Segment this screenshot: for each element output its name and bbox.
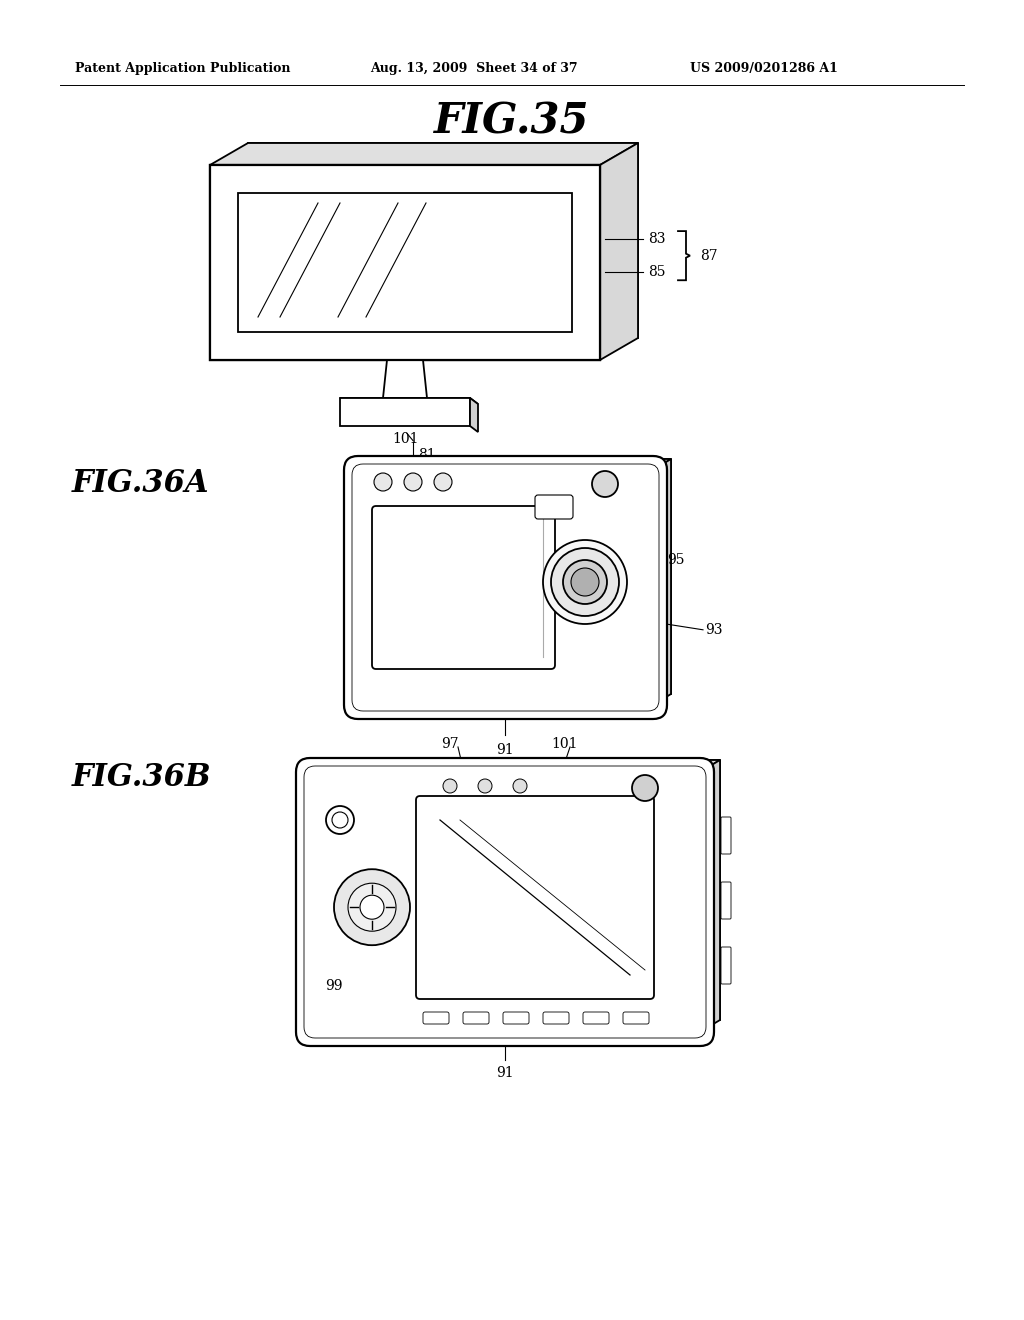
- FancyBboxPatch shape: [583, 1012, 609, 1024]
- Polygon shape: [210, 165, 600, 360]
- Polygon shape: [310, 760, 720, 772]
- Polygon shape: [653, 459, 671, 705]
- Circle shape: [592, 471, 618, 498]
- Text: 95: 95: [667, 553, 684, 568]
- FancyBboxPatch shape: [463, 1012, 489, 1024]
- Polygon shape: [470, 399, 478, 432]
- Polygon shape: [210, 165, 600, 193]
- Polygon shape: [700, 760, 720, 1032]
- Polygon shape: [376, 459, 671, 694]
- Text: FIG.35: FIG.35: [434, 100, 590, 143]
- FancyBboxPatch shape: [721, 817, 731, 854]
- FancyBboxPatch shape: [721, 882, 731, 919]
- Circle shape: [632, 775, 658, 801]
- Polygon shape: [238, 193, 572, 333]
- FancyBboxPatch shape: [535, 495, 573, 519]
- Text: Patent Application Publication: Patent Application Publication: [75, 62, 291, 75]
- FancyBboxPatch shape: [503, 1012, 529, 1024]
- Text: FIG.36A: FIG.36A: [72, 469, 210, 499]
- FancyBboxPatch shape: [416, 796, 654, 999]
- FancyBboxPatch shape: [623, 1012, 649, 1024]
- Polygon shape: [330, 760, 720, 1020]
- Circle shape: [563, 560, 607, 605]
- Text: 93: 93: [705, 623, 723, 636]
- Polygon shape: [600, 143, 638, 360]
- Circle shape: [434, 473, 452, 491]
- Text: US 2009/0201286 A1: US 2009/0201286 A1: [690, 62, 838, 75]
- Text: 81: 81: [418, 447, 435, 462]
- Polygon shape: [340, 399, 470, 426]
- Circle shape: [478, 779, 492, 793]
- Polygon shape: [210, 193, 238, 333]
- Circle shape: [374, 473, 392, 491]
- Text: 101: 101: [552, 737, 579, 751]
- Text: 85: 85: [648, 265, 666, 280]
- Circle shape: [334, 869, 410, 945]
- Polygon shape: [383, 360, 427, 399]
- Polygon shape: [340, 399, 478, 404]
- Polygon shape: [210, 143, 638, 165]
- Text: 101: 101: [393, 432, 419, 446]
- Text: 97: 97: [441, 737, 459, 751]
- FancyBboxPatch shape: [721, 946, 731, 983]
- Text: 91: 91: [497, 1067, 514, 1080]
- Polygon shape: [358, 459, 671, 470]
- Text: Aug. 13, 2009  Sheet 34 of 37: Aug. 13, 2009 Sheet 34 of 37: [370, 62, 578, 75]
- Text: 87: 87: [700, 248, 718, 263]
- Circle shape: [404, 473, 422, 491]
- Text: 83: 83: [648, 232, 666, 246]
- FancyBboxPatch shape: [296, 758, 714, 1045]
- FancyBboxPatch shape: [423, 1012, 449, 1024]
- Circle shape: [360, 895, 384, 919]
- Polygon shape: [210, 333, 600, 360]
- FancyBboxPatch shape: [372, 506, 555, 669]
- Circle shape: [543, 540, 627, 624]
- Polygon shape: [248, 143, 638, 338]
- Text: FIG.36B: FIG.36B: [72, 762, 212, 793]
- Text: 99: 99: [326, 979, 343, 993]
- FancyBboxPatch shape: [344, 455, 667, 719]
- Circle shape: [443, 779, 457, 793]
- Circle shape: [551, 548, 618, 616]
- FancyBboxPatch shape: [543, 1012, 569, 1024]
- Circle shape: [571, 568, 599, 597]
- Circle shape: [513, 779, 527, 793]
- Text: 91: 91: [497, 743, 514, 756]
- Polygon shape: [572, 193, 600, 333]
- Circle shape: [348, 883, 396, 931]
